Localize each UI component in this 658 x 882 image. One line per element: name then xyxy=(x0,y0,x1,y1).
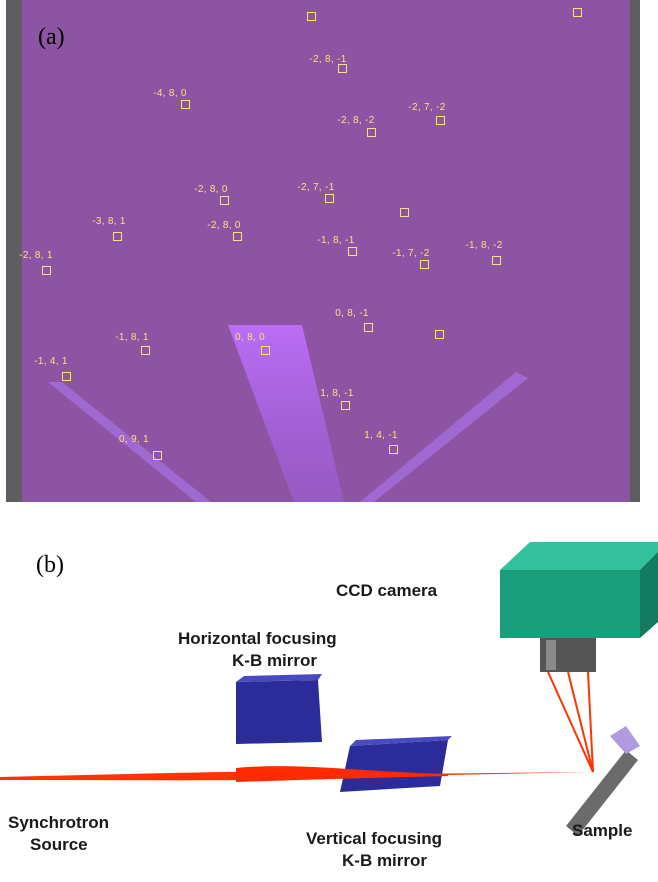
diffraction-spot-marker xyxy=(420,260,429,269)
diffraction-spot-marker xyxy=(113,232,122,241)
spot-index-label: -2, 8, 1 xyxy=(19,250,53,261)
diffraction-spot-marker xyxy=(307,12,316,21)
ccd-camera-side xyxy=(640,552,658,638)
shadow-streak-left xyxy=(48,382,211,502)
spot-index-label: -1, 8, -1 xyxy=(317,235,355,246)
diffraction-spot-marker xyxy=(389,445,398,454)
diffraction-spot-marker xyxy=(364,323,373,332)
spot-index-label: -3, 8, 1 xyxy=(92,216,126,227)
diffraction-spot-marker xyxy=(141,346,150,355)
diffraction-spot-marker xyxy=(436,116,445,125)
vertical-mirror-label-2: K-B mirror xyxy=(342,851,428,870)
setup-graphics xyxy=(0,542,658,836)
spot-index-label: 0, 8, 0 xyxy=(235,332,265,343)
diffraction-spot-marker xyxy=(348,247,357,256)
ccd-camera-front xyxy=(500,570,640,638)
source-label-2: Source xyxy=(30,835,88,854)
diffraction-spot-marker xyxy=(325,194,334,203)
spot-index-label: 0, 8, -1 xyxy=(335,308,369,319)
setup-diagram: (b) xyxy=(0,510,658,882)
diffraction-spot-marker xyxy=(233,232,242,241)
diffraction-spot-marker xyxy=(367,128,376,137)
ccd-lens-highlight xyxy=(546,640,556,670)
spot-index-label: -1, 8, 1 xyxy=(115,332,149,343)
horizontal-mirror-label-1: Horizontal focusing xyxy=(178,629,337,648)
panel-b-label: (b) xyxy=(36,552,64,578)
ccd-camera-label: CCD camera xyxy=(336,581,438,600)
image-border-right xyxy=(630,0,640,502)
diffraction-spot-marker xyxy=(181,100,190,109)
diffraction-spot-marker xyxy=(492,256,501,265)
diffraction-spot-marker xyxy=(338,64,347,73)
spot-index-label: -1, 4, 1 xyxy=(34,356,68,367)
diffraction-spot-marker xyxy=(400,208,409,217)
diffracted-rays xyxy=(547,671,594,773)
sample xyxy=(566,726,640,836)
spot-index-label: -2, 8, -2 xyxy=(337,115,375,126)
spot-index-label: -2, 8, 0 xyxy=(194,184,228,195)
shadow-streak-right xyxy=(360,372,528,502)
diffraction-spot-marker xyxy=(573,8,582,17)
diffraction-spot-marker xyxy=(220,196,229,205)
diffraction-spot-marker xyxy=(341,401,350,410)
spot-index-label: -4, 8, 0 xyxy=(153,88,187,99)
spot-index-label: -1, 7, -2 xyxy=(392,248,430,259)
beam-shadow-overlay xyxy=(48,325,528,502)
sample-label: Sample xyxy=(572,821,633,840)
diffraction-image: (a) -2, 8, -1 -4, 8, 0 -2, 8, -2 -2, 7, -2 -… xyxy=(6,0,640,502)
direct-beam-glow xyxy=(228,325,344,502)
diffraction-spot-marker xyxy=(261,346,270,355)
spot-index-label: -2, 8, 0 xyxy=(207,220,241,231)
diffraction-spot-marker xyxy=(153,451,162,460)
image-border-left xyxy=(6,0,22,502)
spot-index-label: -2, 8, -1 xyxy=(309,54,347,65)
vertical-mirror xyxy=(340,736,452,792)
spot-index-label: -2, 7, -2 xyxy=(408,102,446,113)
spot-index-label: -1, 8, -2 xyxy=(465,240,503,251)
ccd-camera-top xyxy=(500,542,658,570)
horizontal-mirror xyxy=(236,674,322,744)
panel-a-label: (a) xyxy=(38,24,65,50)
spot-index-label: 1, 8, -1 xyxy=(320,388,354,399)
vertical-mirror-label-1: Vertical focusing xyxy=(306,829,443,848)
source-label-1: Synchrotron xyxy=(8,813,110,832)
diffraction-spot-marker xyxy=(42,266,51,275)
spot-index-label: 0, 9, 1 xyxy=(119,434,149,445)
diffraction-spot-marker xyxy=(435,330,444,339)
horizontal-mirror-label-2: K-B mirror xyxy=(232,651,318,670)
spot-index-label: -2, 7, -1 xyxy=(297,182,335,193)
xray-beam-focused xyxy=(236,766,448,782)
spot-index-label: 1, 4, -1 xyxy=(364,430,398,441)
ccd-camera xyxy=(500,542,658,672)
diffraction-spot-marker xyxy=(62,372,71,381)
